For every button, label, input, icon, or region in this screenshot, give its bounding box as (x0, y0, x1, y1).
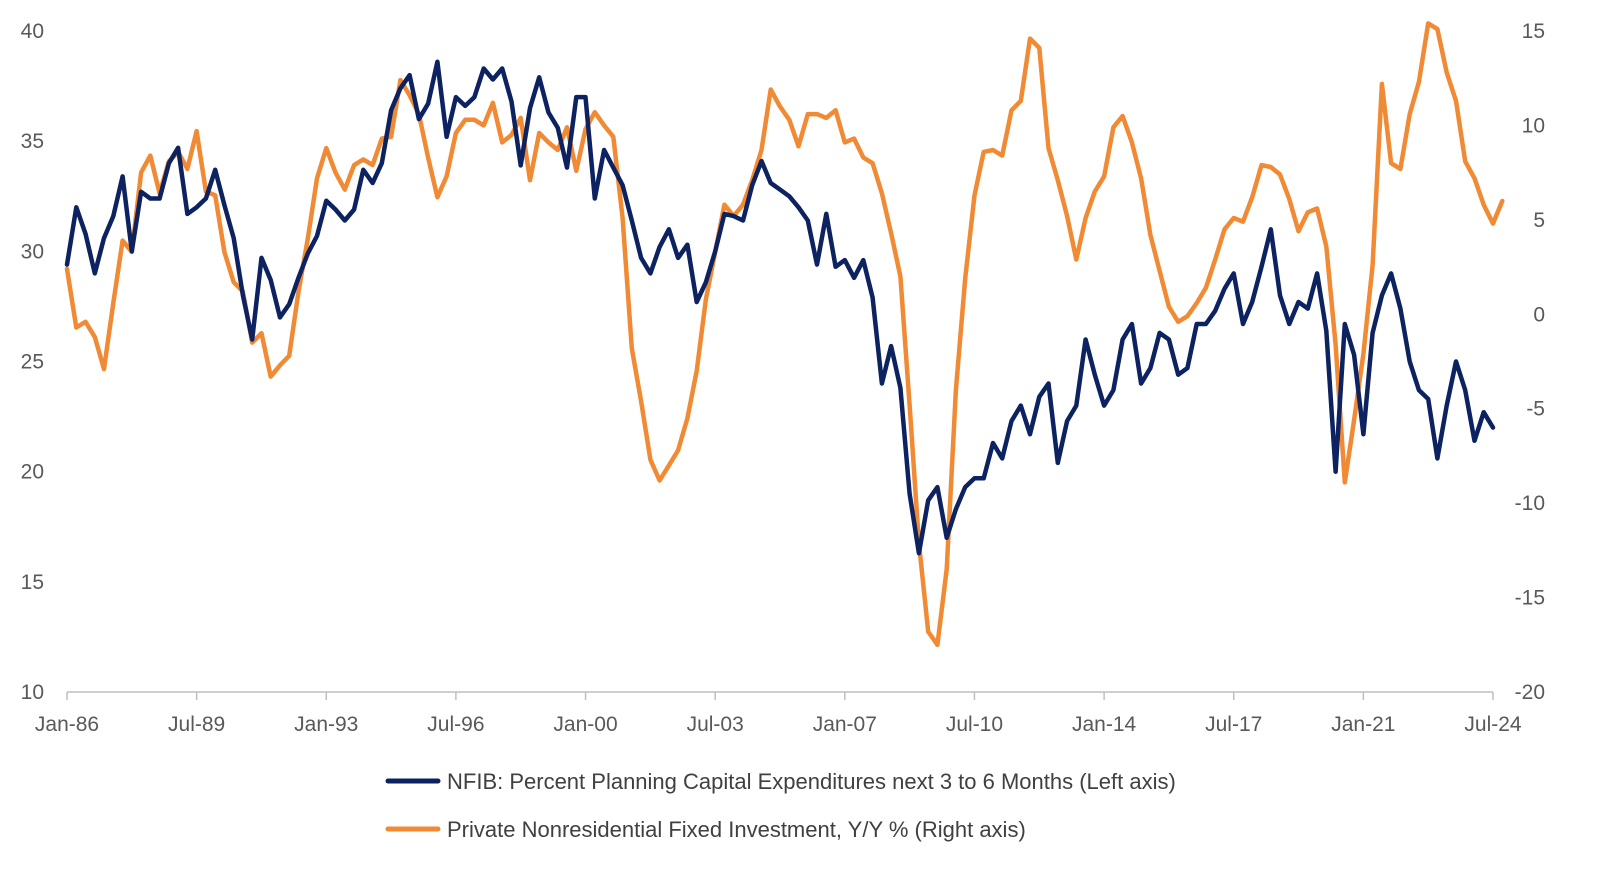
plot-area (64, 21, 1505, 648)
x-tick-label: Jan-00 (553, 713, 617, 736)
x-tick-label: Jan-86 (35, 713, 99, 736)
right-axis-tick-label: 15 (1522, 20, 1545, 43)
series-line-investment (64, 21, 1505, 648)
right-axis-tick-label: -10 (1515, 492, 1545, 515)
x-tick-label: Jul-17 (1205, 713, 1262, 736)
left-axis-tick-label: 40 (21, 20, 44, 43)
x-tick-label: Jul-89 (168, 713, 225, 736)
legend-label-nfib: NFIB: Percent Planning Capital Expenditu… (447, 769, 1176, 794)
x-tick-label: Jan-93 (294, 713, 358, 736)
right-axis-tick-label: -20 (1515, 681, 1545, 704)
left-axis-tick-label: 30 (21, 240, 44, 263)
x-tick-label: Jul-10 (946, 713, 1003, 736)
left-axis-tick-label: 15 (21, 571, 44, 594)
right-axis-tick-label: 10 (1522, 114, 1545, 137)
series-line-nfib (64, 59, 1496, 556)
x-tick-label: Jul-24 (1464, 713, 1522, 736)
left-axis-tick-label: 25 (21, 351, 44, 374)
x-tick-label: Jul-96 (427, 713, 484, 736)
right-axis-tick-label: -15 (1515, 587, 1545, 610)
right-axis-tick-label: 5 (1533, 209, 1545, 232)
legend: NFIB: Percent Planning Capital Expenditu… (385, 769, 1176, 842)
right-axis-tick-label: 0 (1533, 303, 1545, 326)
x-tick-label: Jan-21 (1331, 713, 1395, 736)
left-axis-tick-label: 20 (21, 461, 44, 484)
left-axis-tick-label: 35 (21, 130, 44, 153)
left-axis-tick-label: 10 (21, 681, 44, 704)
right-axis-tick-label: -5 (1526, 398, 1545, 421)
legend-label-investment: Private Nonresidential Fixed Investment,… (447, 817, 1026, 842)
x-tick-label: Jan-14 (1072, 713, 1137, 736)
axes: Jan-86 Jul-89 Jan-93 Jul-96 Jan-00 Jul-03 Jan-… (21, 20, 1545, 736)
x-tick-label: Jan-07 (813, 713, 877, 736)
x-tick-label: Jul-03 (687, 713, 744, 736)
